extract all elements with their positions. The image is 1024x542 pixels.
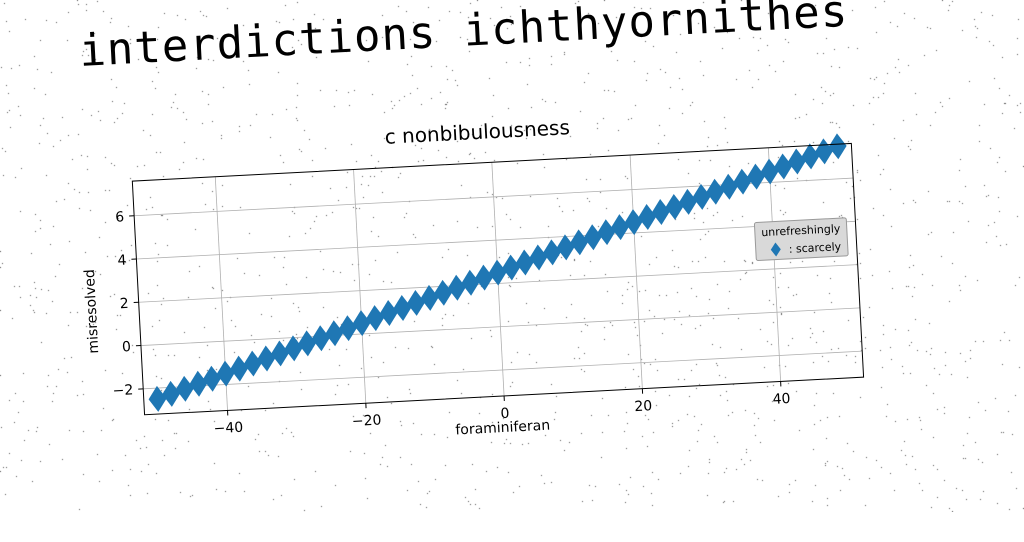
data-point — [325, 320, 344, 347]
data-point — [610, 214, 629, 241]
data-point — [162, 380, 181, 407]
y-grid-line — [136, 221, 855, 259]
x-grid-line — [354, 170, 366, 404]
data-point — [461, 269, 480, 296]
data-point — [379, 300, 398, 327]
y-tick-label: 0 — [122, 339, 132, 355]
data-point — [352, 310, 371, 337]
data-point — [733, 168, 752, 195]
data-point — [583, 224, 602, 251]
data-point — [474, 264, 493, 291]
y-tick-label: 2 — [119, 296, 129, 312]
data-point — [746, 163, 765, 190]
data-point — [515, 249, 534, 276]
y-tick-label: 4 — [117, 253, 127, 269]
data-point — [230, 355, 249, 382]
data-point — [189, 370, 208, 397]
data-point — [270, 340, 289, 367]
chart-legend: unrefreshingly : scarcely — [754, 218, 848, 261]
y-axis-ticks: −2 0 2 4 6 — [103, 209, 144, 400]
x-tick-label: 40 — [772, 391, 791, 408]
y-tick-label: 6 — [115, 209, 125, 225]
data-point — [828, 133, 847, 160]
chart-title: c nonbibulousness — [384, 115, 570, 149]
data-point — [175, 375, 194, 402]
data-point — [447, 274, 466, 301]
data-point — [529, 244, 548, 271]
data-point — [366, 305, 385, 332]
data-point — [651, 199, 670, 226]
data-point — [624, 209, 643, 236]
data-point — [774, 153, 793, 180]
data-point — [216, 360, 235, 387]
data-point — [284, 335, 303, 362]
data-point — [556, 234, 575, 261]
data-point — [257, 345, 276, 372]
data-point — [665, 193, 684, 220]
data-point — [243, 350, 262, 377]
y-axis-label: misresolved — [82, 269, 102, 354]
legend-entry-label: : scarcely — [788, 240, 841, 256]
data-point — [298, 330, 317, 357]
data-point — [706, 178, 725, 205]
x-tick-label: −40 — [213, 420, 243, 438]
data-point — [692, 183, 711, 210]
data-point — [488, 259, 507, 286]
data-point — [338, 315, 357, 342]
data-point — [678, 188, 697, 215]
data-point — [570, 229, 589, 256]
data-point — [420, 284, 439, 311]
data-point — [787, 148, 806, 175]
data-point — [502, 254, 521, 281]
data-point — [148, 385, 167, 412]
x-tick-label: −20 — [352, 412, 382, 430]
data-point — [202, 365, 221, 392]
x-grid-line — [630, 155, 642, 389]
data-point — [311, 325, 330, 352]
data-point — [434, 279, 453, 306]
y-grid-line — [141, 308, 860, 346]
y-tick-label: −2 — [112, 382, 133, 399]
data-point — [719, 173, 738, 200]
data-point — [393, 295, 412, 322]
data-point — [801, 143, 820, 170]
data-point — [760, 158, 779, 185]
data-point — [597, 219, 616, 246]
data-point — [542, 239, 561, 266]
x-tick-label: 20 — [634, 398, 653, 415]
data-point — [406, 289, 425, 316]
data-point — [814, 138, 833, 165]
data-point — [638, 204, 657, 231]
x-axis-label: foraminiferan — [455, 418, 551, 439]
